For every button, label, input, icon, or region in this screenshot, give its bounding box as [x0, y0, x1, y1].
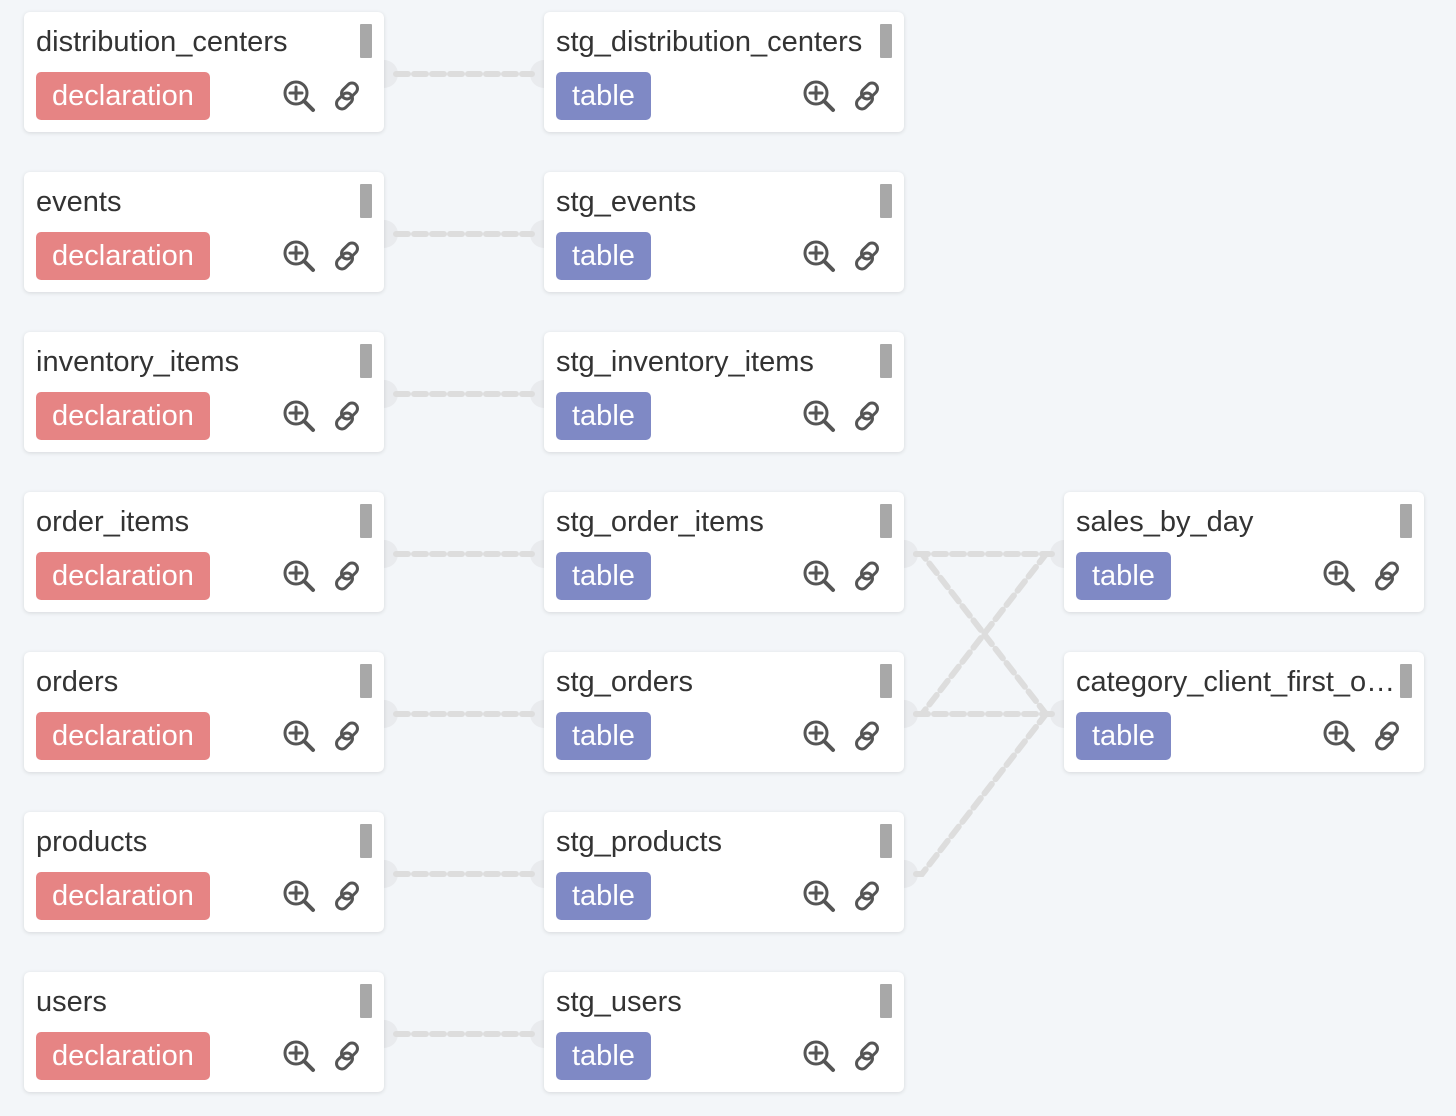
node-products[interactable]: products declaration [24, 812, 384, 932]
link-icon[interactable] [850, 399, 884, 433]
node-title: orders [36, 666, 119, 698]
node-title: distribution_centers [36, 26, 288, 58]
zoom-in-icon[interactable] [1322, 559, 1356, 593]
type-badge: table [1076, 712, 1171, 760]
node-title: category_client_first_or... [1076, 666, 1396, 698]
node-title: stg_products [556, 826, 723, 858]
zoom-in-icon[interactable] [282, 79, 316, 113]
type-badge: declaration [36, 552, 210, 600]
node-events[interactable]: events declaration [24, 172, 384, 292]
link-icon[interactable] [330, 1039, 364, 1073]
zoom-in-icon[interactable] [802, 559, 836, 593]
drag-handle[interactable] [880, 24, 892, 58]
type-badge: table [556, 552, 651, 600]
drag-handle[interactable] [880, 504, 892, 538]
node-title: stg_distribution_centers [556, 26, 863, 58]
zoom-in-icon[interactable] [1322, 719, 1356, 753]
node-users[interactable]: users declaration [24, 972, 384, 1092]
drag-handle[interactable] [360, 184, 372, 218]
node-order-items[interactable]: order_items declaration [24, 492, 384, 612]
drag-handle[interactable] [880, 664, 892, 698]
drag-handle[interactable] [360, 984, 372, 1018]
zoom-in-icon[interactable] [802, 879, 836, 913]
type-badge: declaration [36, 232, 210, 280]
node-title: order_items [36, 506, 190, 538]
link-icon[interactable] [1370, 559, 1404, 593]
type-badge: declaration [36, 72, 210, 120]
node-title: stg_orders [556, 666, 694, 698]
edge-stg-orders-to-sales-by-day [913, 551, 1055, 717]
drag-handle[interactable] [880, 824, 892, 858]
zoom-in-icon[interactable] [282, 719, 316, 753]
type-badge: table [556, 392, 651, 440]
link-icon[interactable] [1370, 719, 1404, 753]
link-icon[interactable] [330, 559, 364, 593]
drag-handle[interactable] [880, 184, 892, 218]
drag-handle[interactable] [360, 664, 372, 698]
zoom-in-icon[interactable] [282, 239, 316, 273]
link-icon[interactable] [330, 879, 364, 913]
zoom-in-icon[interactable] [802, 719, 836, 753]
zoom-in-icon[interactable] [282, 399, 316, 433]
drag-handle[interactable] [360, 504, 372, 538]
type-badge: table [556, 72, 651, 120]
node-orders[interactable]: orders declaration [24, 652, 384, 772]
node-title: events [36, 186, 122, 218]
drag-handle[interactable] [1400, 504, 1412, 538]
link-icon[interactable] [330, 239, 364, 273]
link-icon[interactable] [850, 1039, 884, 1073]
link-icon[interactable] [850, 879, 884, 913]
type-badge: table [556, 872, 651, 920]
type-badge: table [556, 712, 651, 760]
link-icon[interactable] [850, 239, 884, 273]
node-inventory-items[interactable]: inventory_items declaration [24, 332, 384, 452]
node-title: stg_inventory_items [556, 346, 814, 378]
drag-handle[interactable] [360, 824, 372, 858]
node-category-client-first-order[interactable]: category_client_first_or...table [1064, 652, 1424, 772]
zoom-in-icon[interactable] [282, 1039, 316, 1073]
link-icon[interactable] [850, 719, 884, 753]
zoom-in-icon[interactable] [802, 1039, 836, 1073]
edge-stg-products-to-category-client-first-order [913, 711, 1055, 877]
zoom-in-icon[interactable] [802, 239, 836, 273]
link-icon[interactable] [330, 79, 364, 113]
type-badge: declaration [36, 872, 210, 920]
link-icon[interactable] [330, 719, 364, 753]
node-title: stg_order_items [556, 506, 764, 538]
drag-handle[interactable] [1400, 664, 1412, 698]
zoom-in-icon[interactable] [802, 79, 836, 113]
drag-handle[interactable] [360, 344, 372, 378]
node-title: inventory_items [36, 346, 240, 378]
type-badge: declaration [36, 1032, 210, 1080]
type-badge: table [556, 232, 651, 280]
link-icon[interactable] [850, 79, 884, 113]
drag-handle[interactable] [880, 344, 892, 378]
node-distribution-centers[interactable]: distribution_centers declaration [24, 12, 384, 132]
node-title: sales_by_day [1076, 506, 1254, 538]
type-badge: table [556, 1032, 651, 1080]
type-badge: table [1076, 552, 1171, 600]
drag-handle[interactable] [360, 24, 372, 58]
drag-handle[interactable] [880, 984, 892, 1018]
type-badge: declaration [36, 712, 210, 760]
link-icon[interactable] [850, 559, 884, 593]
node-title: products [36, 826, 148, 858]
zoom-in-icon[interactable] [282, 879, 316, 913]
link-icon[interactable] [330, 399, 364, 433]
node-title: users [36, 986, 107, 1018]
type-badge: declaration [36, 392, 210, 440]
zoom-in-icon[interactable] [802, 399, 836, 433]
zoom-in-icon[interactable] [282, 559, 316, 593]
node-title: stg_events [556, 186, 697, 218]
node-title: stg_users [556, 986, 682, 1018]
